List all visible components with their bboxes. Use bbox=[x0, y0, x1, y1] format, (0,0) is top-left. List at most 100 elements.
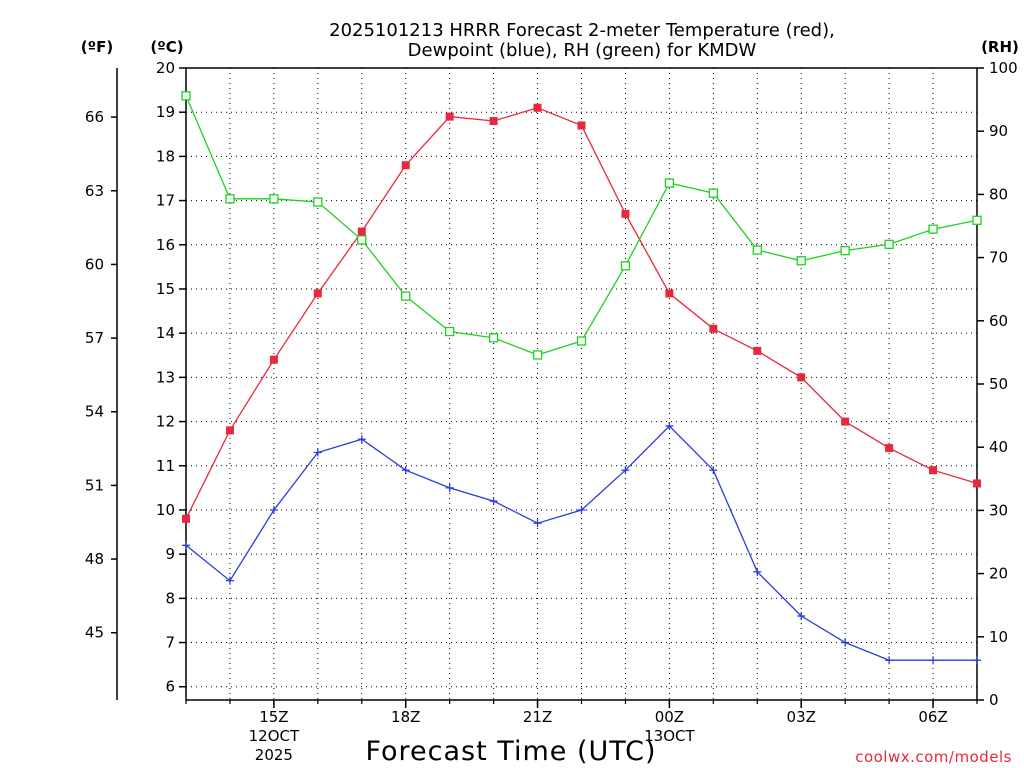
rh-point bbox=[401, 291, 411, 301]
chart-title-line1: 2025101213 HRRR Forecast 2-meter Tempera… bbox=[329, 20, 835, 41]
dewpoint-point bbox=[709, 466, 718, 475]
rh-tick-label: 30 bbox=[989, 501, 1008, 519]
fahrenheit-tick-label: 54 bbox=[85, 403, 104, 421]
temperature-point bbox=[621, 209, 630, 218]
temperature-point bbox=[885, 444, 894, 453]
dewpoint-point bbox=[885, 656, 894, 665]
fahrenheit-tick-label: 45 bbox=[85, 624, 104, 642]
rh-unit-label: (RH) bbox=[981, 38, 1019, 56]
tick-labels: 6 7 8 9 10 11 12 13 14 15 16 17 18 19 20 45 48 51 54 57 60 63… bbox=[85, 59, 1018, 764]
x-tick-label: 21Z bbox=[523, 708, 552, 726]
rh-point bbox=[840, 245, 850, 256]
temperature-point bbox=[533, 103, 542, 112]
rh-point bbox=[752, 245, 762, 255]
celsius-tick-label: 6 bbox=[165, 678, 175, 696]
fahrenheit-tick-label: 63 bbox=[85, 182, 104, 200]
dewpoint-point bbox=[445, 483, 454, 492]
x-tick-label: 06Z bbox=[918, 708, 947, 726]
dewpoint-point bbox=[357, 435, 366, 444]
temperature-point bbox=[269, 355, 278, 364]
rh-tick-label: 20 bbox=[989, 565, 1008, 583]
rh-tick-label: 80 bbox=[989, 185, 1008, 203]
celsius-tick-label: 7 bbox=[165, 634, 175, 652]
temperature-point bbox=[665, 289, 674, 298]
rh-point bbox=[708, 188, 718, 198]
rh-point bbox=[225, 194, 235, 204]
axes bbox=[111, 67, 984, 708]
x-tick-label: 18Z bbox=[391, 708, 420, 726]
celsius-tick-label: 9 bbox=[165, 545, 175, 563]
x-axis-label: Forecast Time (UTC) bbox=[365, 736, 656, 767]
temperature-point bbox=[841, 417, 850, 426]
dewpoint-point bbox=[225, 576, 234, 585]
dewpoint-point bbox=[182, 541, 190, 550]
temperature-point bbox=[489, 117, 498, 126]
rh-tick-label: 70 bbox=[989, 249, 1008, 267]
dewpoint-point bbox=[841, 638, 850, 647]
celsius-tick-label: 14 bbox=[156, 324, 175, 342]
temperature-point bbox=[401, 161, 410, 170]
x-year-label: 2025 bbox=[255, 746, 293, 764]
rh-point bbox=[488, 333, 499, 343]
temperature-point bbox=[929, 466, 938, 475]
source-credit[interactable]: coolwx.com/models bbox=[855, 748, 1012, 766]
celsius-tick-label: 12 bbox=[156, 413, 175, 431]
rh-point bbox=[357, 235, 367, 245]
rh-point bbox=[532, 350, 543, 360]
x-date-label: 12OCT bbox=[249, 727, 300, 745]
rh-point bbox=[313, 197, 323, 207]
x-tick-label: 03Z bbox=[787, 708, 816, 726]
dewpoint-point bbox=[489, 497, 498, 506]
celsius-tick-label: 16 bbox=[156, 236, 175, 254]
fahrenheit-unit-label: (ºF) bbox=[81, 38, 113, 56]
celsius-tick-label: 18 bbox=[156, 147, 175, 165]
rh-tick-label: 10 bbox=[989, 628, 1008, 646]
fahrenheit-tick-label: 51 bbox=[85, 476, 104, 494]
dewpoint-point bbox=[577, 505, 586, 514]
fahrenheit-tick-label: 60 bbox=[85, 255, 104, 273]
rh-point bbox=[445, 326, 455, 337]
x-date-label: 13OCT bbox=[644, 727, 695, 745]
gridlines bbox=[185, 67, 978, 700]
dewpoint-point bbox=[753, 567, 762, 576]
x-tick-label: 00Z bbox=[655, 708, 684, 726]
celsius-tick-label: 17 bbox=[156, 192, 175, 210]
rh-tick-label: 90 bbox=[989, 122, 1008, 140]
celsius-tick-label: 13 bbox=[156, 368, 175, 386]
rh-line bbox=[185, 95, 978, 356]
temperature-point bbox=[709, 324, 718, 333]
dewpoint-point bbox=[929, 656, 938, 665]
dewpoint-point bbox=[797, 612, 806, 621]
rh-point bbox=[664, 178, 675, 188]
temperature-point bbox=[753, 346, 762, 355]
rh-tick-label: 50 bbox=[989, 375, 1008, 393]
data-series bbox=[181, 91, 982, 665]
rh-tick-label: 0 bbox=[989, 691, 999, 709]
celsius-tick-label: 8 bbox=[165, 589, 175, 607]
rh-point bbox=[181, 91, 191, 101]
x-tick-label: 15Z bbox=[259, 708, 288, 726]
temperature-point bbox=[577, 121, 586, 130]
temperature-point bbox=[182, 514, 190, 523]
dewpoint-point bbox=[269, 505, 278, 514]
temperature-point bbox=[357, 227, 366, 236]
dewpoint-point bbox=[313, 448, 322, 457]
temperature-point bbox=[973, 479, 981, 488]
fahrenheit-tick-label: 57 bbox=[85, 329, 104, 347]
fahrenheit-tick-label: 66 bbox=[85, 108, 104, 126]
rh-tick-label: 40 bbox=[989, 438, 1008, 456]
rh-point bbox=[269, 194, 279, 204]
dewpoint-point bbox=[621, 466, 630, 475]
dewpoint-point bbox=[533, 519, 542, 528]
temperature-point bbox=[445, 112, 454, 121]
rh-point bbox=[972, 215, 982, 225]
celsius-tick-label: 20 bbox=[156, 59, 175, 77]
temperature-point bbox=[313, 289, 322, 298]
temperature-point bbox=[225, 426, 234, 435]
rh-tick-label: 100 bbox=[989, 59, 1018, 77]
dewpoint-point bbox=[665, 421, 674, 430]
rh-point bbox=[928, 224, 938, 234]
celsius-unit-label: (ºC) bbox=[150, 38, 183, 56]
rh-point bbox=[796, 256, 806, 266]
